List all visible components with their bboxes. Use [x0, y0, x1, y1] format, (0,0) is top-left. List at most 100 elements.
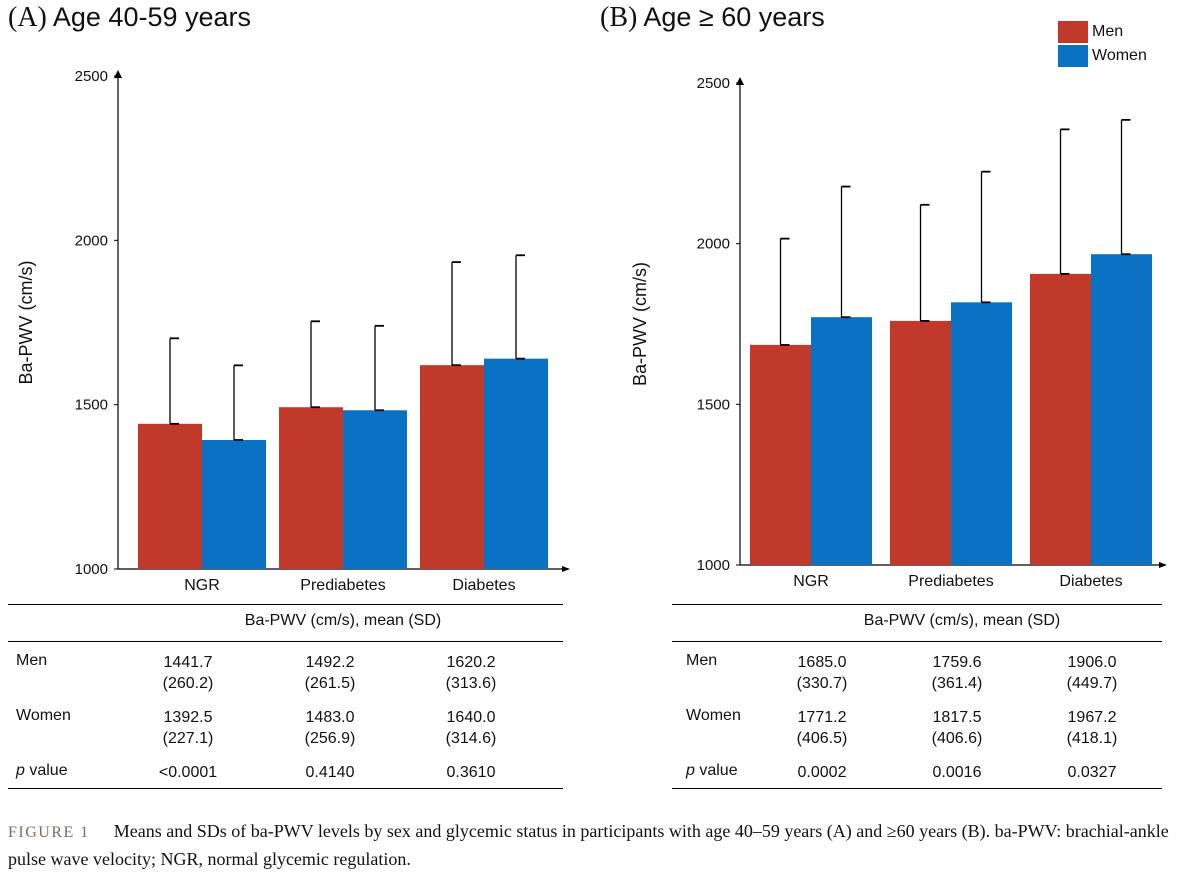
legend: Men Women [1058, 20, 1147, 68]
legend-label-women: Women [1092, 47, 1147, 64]
y-tick-label-b: 1500 [697, 396, 730, 413]
p-label-rest: value [24, 762, 68, 779]
category-label-a: Prediabetes [300, 577, 385, 594]
y-tick-label-a: 1000 [75, 561, 108, 578]
cell-sd: (313.6) [445, 675, 497, 692]
legend-label-men: Men [1092, 23, 1124, 40]
cell-p-ngr: 0.0002 [797, 764, 847, 781]
x-axis-arrow-b [1159, 562, 1167, 568]
legend-item-women: Women [1058, 44, 1147, 68]
caption-label: FIGURE 1 [8, 824, 90, 841]
table-rule-top [8, 604, 563, 605]
panel-b-title-text: Age ≥ 60 years [643, 2, 825, 32]
category-label-b: Diabetes [1059, 573, 1122, 590]
category-label-a: Diabetes [452, 577, 515, 594]
cell-p-ngr: <0.0001 [158, 764, 218, 781]
cell-women-ngr: 1771.2 (406.5) [762, 707, 882, 749]
cell-women-diabetes: 1967.2 (418.1) [1032, 707, 1152, 749]
cell-sd: (361.4) [931, 675, 983, 692]
panel-a-letter: (A) [8, 2, 47, 33]
bar-women-ngr [202, 439, 266, 569]
p-label-rest: value [694, 762, 738, 779]
cell-mean: 1759.6 [932, 654, 982, 671]
y-axis-arrow-a [114, 70, 122, 78]
table-rule-top [672, 604, 1162, 605]
y-tick-label-b: 2500 [697, 75, 730, 92]
y-tick-label-a: 1500 [75, 397, 108, 414]
p-symbol: p [16, 762, 25, 779]
bar-men-prediabetes [890, 320, 951, 565]
category-label-b: Prediabetes [908, 573, 993, 590]
legend-item-men: Men [1058, 20, 1147, 44]
table-rule-mid [8, 641, 563, 642]
cell-women-diabetes: 1640.0 (314.6) [411, 707, 531, 749]
row-label-men: Men [16, 652, 48, 669]
category-label-b: NGR [793, 573, 829, 590]
y-tick-label-b: 1000 [697, 557, 730, 574]
cell-mean: 1492.2 [305, 654, 355, 671]
cell-men-ngr: 1685.0 (330.7) [762, 652, 882, 694]
cell-men-diabetes: 1620.2 (313.6) [411, 652, 531, 694]
caption-text: Means and SDs of ba-PWV levels by sex an… [8, 821, 1169, 869]
cell-men-diabetes: 1906.0 (449.7) [1032, 652, 1152, 694]
bar-men-diabetes [1030, 273, 1091, 565]
cell-mean: 1640.0 [446, 709, 496, 726]
cell-sd: (406.6) [931, 730, 983, 747]
cell-sd: (227.1) [162, 730, 214, 747]
y-axis-label-a: Ba-PWV (cm/s) [16, 261, 36, 385]
cell-men-ngr: 1441.7 (260.2) [128, 652, 248, 694]
category-label-a: NGR [184, 577, 220, 594]
cell-mean: 1483.0 [305, 709, 355, 726]
cell-sd: (261.5) [304, 675, 356, 692]
row-label-p-value: p value [16, 762, 68, 780]
bar-women-diabetes [1091, 254, 1152, 565]
cell-mean: 1967.2 [1067, 709, 1117, 726]
table-rule-bottom [8, 788, 563, 789]
legend-swatch-women [1058, 45, 1088, 67]
table-header: Ba-PWV (cm/s), mean (SD) [244, 612, 442, 629]
table-panel-a: Ba-PWV (cm/s), mean (SD) Men 1441.7 (260.… [8, 604, 563, 794]
cell-p-prediabetes: 0.0016 [932, 764, 982, 781]
cell-sd: (449.7) [1066, 675, 1118, 692]
legend-swatch-men [1058, 21, 1088, 43]
row-label-men: Men [686, 652, 718, 669]
row-label-women: Women [16, 707, 71, 724]
cell-women-ngr: 1392.5 (227.1) [128, 707, 248, 749]
bar-men-prediabetes [279, 407, 343, 569]
panel-b-title: (B) Age ≥ 60 years [600, 2, 825, 34]
panel-b-letter: (B) [600, 2, 638, 33]
cell-p-diabetes: 0.0327 [1067, 764, 1117, 781]
cell-women-prediabetes: 1483.0 (256.9) [270, 707, 390, 749]
bar-women-prediabetes [343, 410, 407, 569]
cell-sd: (406.5) [796, 730, 848, 747]
cell-sd: (256.9) [304, 730, 356, 747]
y-axis-label-b: Ba-PWV (cm/s) [630, 262, 650, 386]
bar-men-ngr [138, 423, 202, 569]
figure-caption: FIGURE 1 Means and SDs of ba-PWV levels b… [8, 818, 1173, 873]
p-symbol: p [686, 762, 695, 779]
bar-men-diabetes [420, 365, 484, 569]
row-label-p-value: p value [686, 762, 738, 780]
cell-mean: 1441.7 [163, 654, 213, 671]
bar-women-ngr [811, 317, 872, 565]
cell-mean: 1620.2 [446, 654, 496, 671]
bar-men-ngr [750, 344, 811, 565]
cell-sd: (260.2) [162, 675, 214, 692]
panel-a-title-text: Age 40-59 years [52, 2, 252, 32]
cell-p-prediabetes: 0.4140 [305, 764, 355, 781]
cell-men-prediabetes: 1759.6 (361.4) [897, 652, 1017, 694]
y-tick-label-a: 2500 [75, 68, 108, 85]
cell-p-diabetes: 0.3610 [446, 764, 496, 781]
cell-sd: (330.7) [796, 675, 848, 692]
table-rule-bottom [672, 788, 1162, 789]
bar-women-diabetes [484, 358, 548, 569]
charts-canvas: 1000 1500 2000 2500 Ba-PWV (cm/s) NGR Prediabe… [16, 68, 1167, 594]
table-panel-b: Ba-PWV (cm/s), mean (SD) Men 1685.0 (330.… [672, 604, 1162, 794]
cell-mean: 1906.0 [1067, 654, 1117, 671]
panel-a-title: (A) Age 40-59 years [8, 2, 251, 34]
y-axis-arrow-b [736, 77, 744, 85]
cell-men-prediabetes: 1492.2 (261.5) [270, 652, 390, 694]
x-axis-arrow-a [562, 566, 570, 572]
row-label-women: Women [686, 707, 741, 724]
cell-mean: 1392.5 [163, 709, 213, 726]
